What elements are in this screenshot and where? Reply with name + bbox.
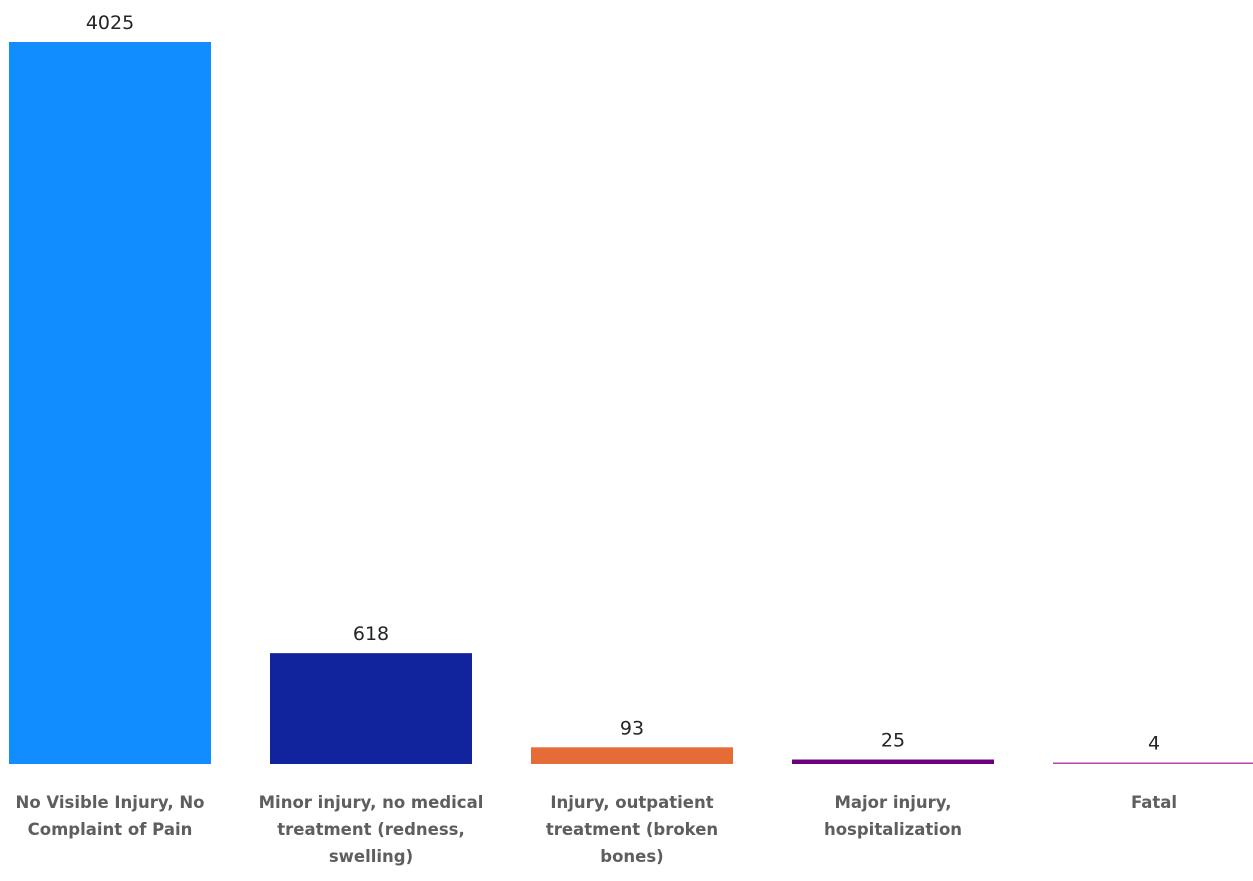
x-tick-label-fatal: Fatal [1130,793,1178,812]
data-label-injury-outpatient: 93 [620,717,644,739]
data-label-no-visible-injury: 4025 [86,12,134,34]
bar-fatal[interactable] [1053,762,1253,765]
bar-no-visible-injury[interactable] [9,42,211,764]
x-tick-label-no-visible-injury: No Visible Injury, No Complaint of Pain [15,793,205,839]
x-tick-label-injury-outpatient: Injury, outpatient treatment (broken bon… [545,793,719,866]
x-tick-label-major-injury: Major injury, hospitalization [823,793,963,839]
bar-minor-injury[interactable] [270,653,472,764]
bar-major-injury[interactable] [792,759,994,764]
data-label-major-injury: 25 [881,730,905,752]
bars-layer [9,42,1253,764]
x-tick-label-minor-injury: Minor injury, no medical treatment (redn… [258,793,484,866]
data-labels-layer: 4025 618 93 25 4 [86,12,1160,755]
data-label-minor-injury: 618 [353,623,389,645]
data-label-fatal: 4 [1148,733,1160,755]
bar-injury-outpatient[interactable] [531,747,733,764]
